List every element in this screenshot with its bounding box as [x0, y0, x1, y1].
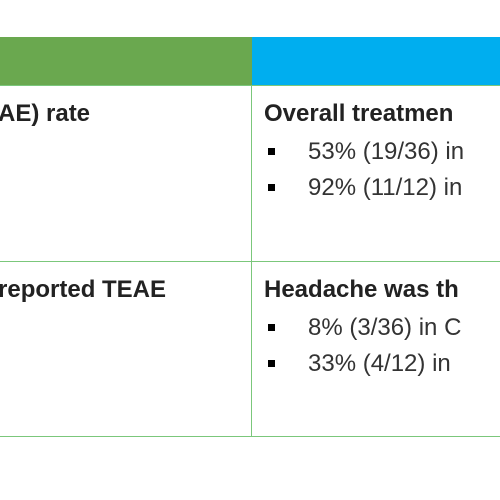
bullet-icon — [268, 360, 275, 367]
row-1-bullet-1-text: 53% (19/36) in — [308, 138, 465, 165]
table-column-divider — [251, 85, 252, 437]
row-2-content: Headache was th 8% (3/36) in C 33% (4/12… — [264, 276, 461, 382]
row-1-bullet-1: 53% (19/36) in — [264, 134, 464, 170]
row-1-label: AE) rate — [0, 100, 91, 127]
row-2-bullet-2-text: 33% (4/12) in — [308, 350, 451, 377]
row-2-bullet-2: 33% (4/12) in — [264, 346, 461, 382]
row-2-heading: Headache was th — [264, 276, 459, 303]
row-2-label: reported TEAE — [0, 276, 167, 303]
row-1-bullet-2-text: 92% (11/12) in — [308, 174, 463, 201]
bullet-icon — [268, 324, 275, 331]
bullet-icon — [268, 148, 275, 155]
row-2-bullet-1: 8% (3/36) in C — [264, 310, 461, 346]
table-row-divider — [0, 85, 500, 86]
table-row-divider — [0, 261, 500, 262]
row-1-heading: Overall treatmen — [264, 100, 454, 127]
table-bottom-border — [0, 436, 500, 437]
table-header-right-cell — [252, 37, 500, 85]
bullet-icon — [268, 184, 275, 191]
row-1-content: Overall treatmen 53% (19/36) in 92% (11/… — [264, 100, 464, 206]
row-2-bullet-1-text: 8% (3/36) in C — [308, 314, 462, 341]
row-1-bullet-2: 92% (11/12) in — [264, 170, 464, 206]
table-header-left-cell — [0, 37, 252, 85]
